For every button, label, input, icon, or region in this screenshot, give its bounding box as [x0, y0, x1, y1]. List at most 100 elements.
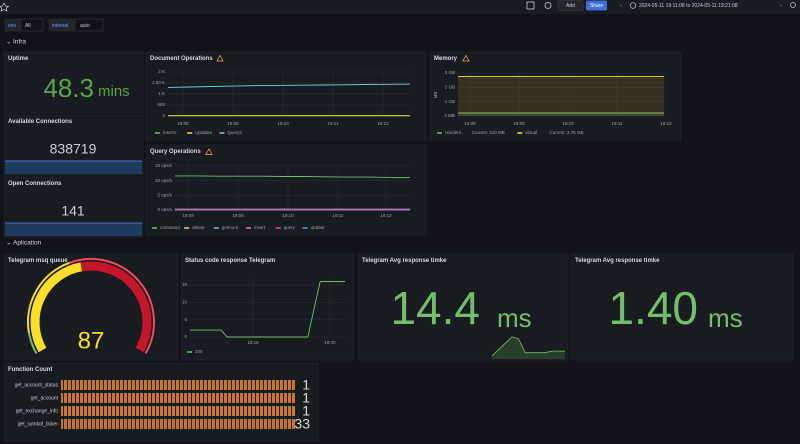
x-tick-label: 19:10: [562, 121, 574, 126]
x-tick-label: 19:11: [333, 213, 344, 218]
panel-title: Telegram Avg response timke: [575, 258, 660, 264]
x-tick-label: 19:12: [377, 121, 389, 126]
warning-icon: [216, 54, 224, 62]
legend-current: Current: 2.75 GB: [550, 130, 584, 135]
row-name: get_account_status: [15, 382, 59, 388]
y-tick-label: 3 GB: [445, 70, 455, 75]
panel: [180, 253, 355, 361]
legend-current: Current: 210 MB: [472, 130, 505, 135]
y-tick-label: 5: [184, 317, 187, 322]
y-tick-label: 2 GB: [445, 85, 455, 90]
y-tick-label: 1 K: [158, 91, 165, 96]
row-chevron[interactable]: ⌄: [6, 39, 11, 46]
time-range[interactable]: 2024-05-11 19:11:08 to 2024-05-11 19:21:…: [639, 3, 738, 9]
legend-label: virtual: [525, 130, 537, 135]
next-icon[interactable]: ›: [780, 3, 782, 9]
legend-label: Inserts: [163, 130, 177, 135]
row-name: get_exchange_info: [16, 408, 58, 414]
panel-title: Status code response Telegram: [185, 258, 275, 264]
x-tick-label: 19:11: [328, 121, 339, 126]
stat-spark: [5, 161, 142, 174]
legend-label: update: [311, 225, 325, 230]
y-tick-label: 15 ops/s: [155, 163, 173, 168]
legend-label: Querys: [227, 130, 242, 135]
add-button[interactable]: [557, 0, 584, 11]
y-tick-label: 10 ops/s: [155, 178, 173, 183]
y-tick-label: 15: [182, 282, 188, 287]
y-tick-label: 0: [184, 334, 187, 339]
prev-icon[interactable]: ‹: [620, 3, 622, 9]
x-tick-label: 19:11: [612, 121, 623, 126]
legend-label: query: [284, 225, 296, 230]
x-tick-label: 19:08: [177, 121, 189, 126]
panel-title: Telegram Avg response timke: [362, 258, 447, 264]
y-tick-label: 500: [157, 102, 165, 107]
series-line: [175, 175, 410, 178]
gauge-value: 87: [78, 327, 105, 354]
settings-icon[interactable]: [544, 2, 552, 9]
spark-area: [492, 337, 565, 359]
panel-title: Function Count: [8, 367, 52, 373]
panel-title: Query Operations: [150, 149, 201, 155]
var-select[interactable]: [20, 18, 44, 32]
row-title[interactable]: Aplication: [13, 240, 42, 247]
warning-icon: [462, 54, 470, 62]
gauge-arc: [80, 261, 152, 353]
row-name: get_symbol_ticker: [18, 421, 59, 427]
x-tick-label: 19:10: [282, 213, 294, 218]
panel-title: Open Connections: [8, 181, 62, 187]
y-tick-label: 0 ops/s: [157, 207, 172, 212]
bar-gauge: [61, 380, 296, 390]
legend-label: getmore: [222, 225, 239, 230]
y-tick-label: 2 K: [158, 69, 165, 74]
x-tick-label: 19:12: [660, 121, 672, 126]
y-tick-label: 0: [162, 113, 165, 118]
y-tick-label: 1 GB: [445, 99, 455, 104]
y-tick-label: 0 MB: [444, 113, 455, 118]
legend-label: resident: [445, 130, 462, 135]
legend-label: insert: [254, 225, 266, 230]
gauge-arc: [27, 332, 38, 354]
stat-value: 14.4: [390, 282, 480, 334]
series-line: [190, 281, 345, 338]
panel-title: Telegram msq queue: [8, 258, 68, 264]
y-tick-label: 5 ops/s: [157, 193, 172, 198]
zoom-icon[interactable]: [790, 2, 796, 8]
gauge-arc: [69, 258, 155, 354]
clock-icon: [629, 2, 637, 9]
x-tick-label: 19:08: [182, 213, 194, 218]
x-tick-label: 19:09: [232, 213, 244, 218]
panel: [357, 253, 569, 361]
series-area: [458, 113, 664, 116]
legend-label: command: [160, 225, 180, 230]
var-value: auto: [80, 23, 90, 29]
save-icon[interactable]: [526, 1, 535, 10]
var-label-box: [48, 18, 75, 32]
panel: [570, 253, 794, 361]
series-line: [167, 83, 411, 88]
series-area: [458, 76, 664, 116]
y-axis-label: MB: [433, 92, 438, 99]
bar-gauge: [61, 393, 296, 403]
row-chevron[interactable]: ⌄: [6, 240, 11, 247]
x-tick-label: 19:09: [227, 121, 239, 126]
stat-value: 838719: [50, 141, 97, 157]
var-select[interactable]: [74, 18, 104, 32]
row-name: get_account: [31, 395, 59, 401]
stat-value: 48.3: [43, 73, 94, 103]
x-tick-label: 19:15: [247, 340, 259, 345]
row-title[interactable]: Infra: [13, 39, 26, 46]
x-tick-label: 19:08: [464, 121, 476, 126]
gauge-arc: [30, 262, 83, 353]
share-button[interactable]: [586, 0, 607, 11]
panel-title: Document Operations: [150, 56, 213, 62]
var-name: env: [8, 23, 17, 29]
stat-unit: ms: [497, 303, 532, 333]
legend-label: Updates: [195, 130, 213, 135]
star-icon[interactable]: [0, 2, 10, 12]
row-value: 1: [302, 403, 310, 419]
row-value: 1: [302, 377, 310, 393]
panel-title: Memory: [434, 56, 458, 62]
